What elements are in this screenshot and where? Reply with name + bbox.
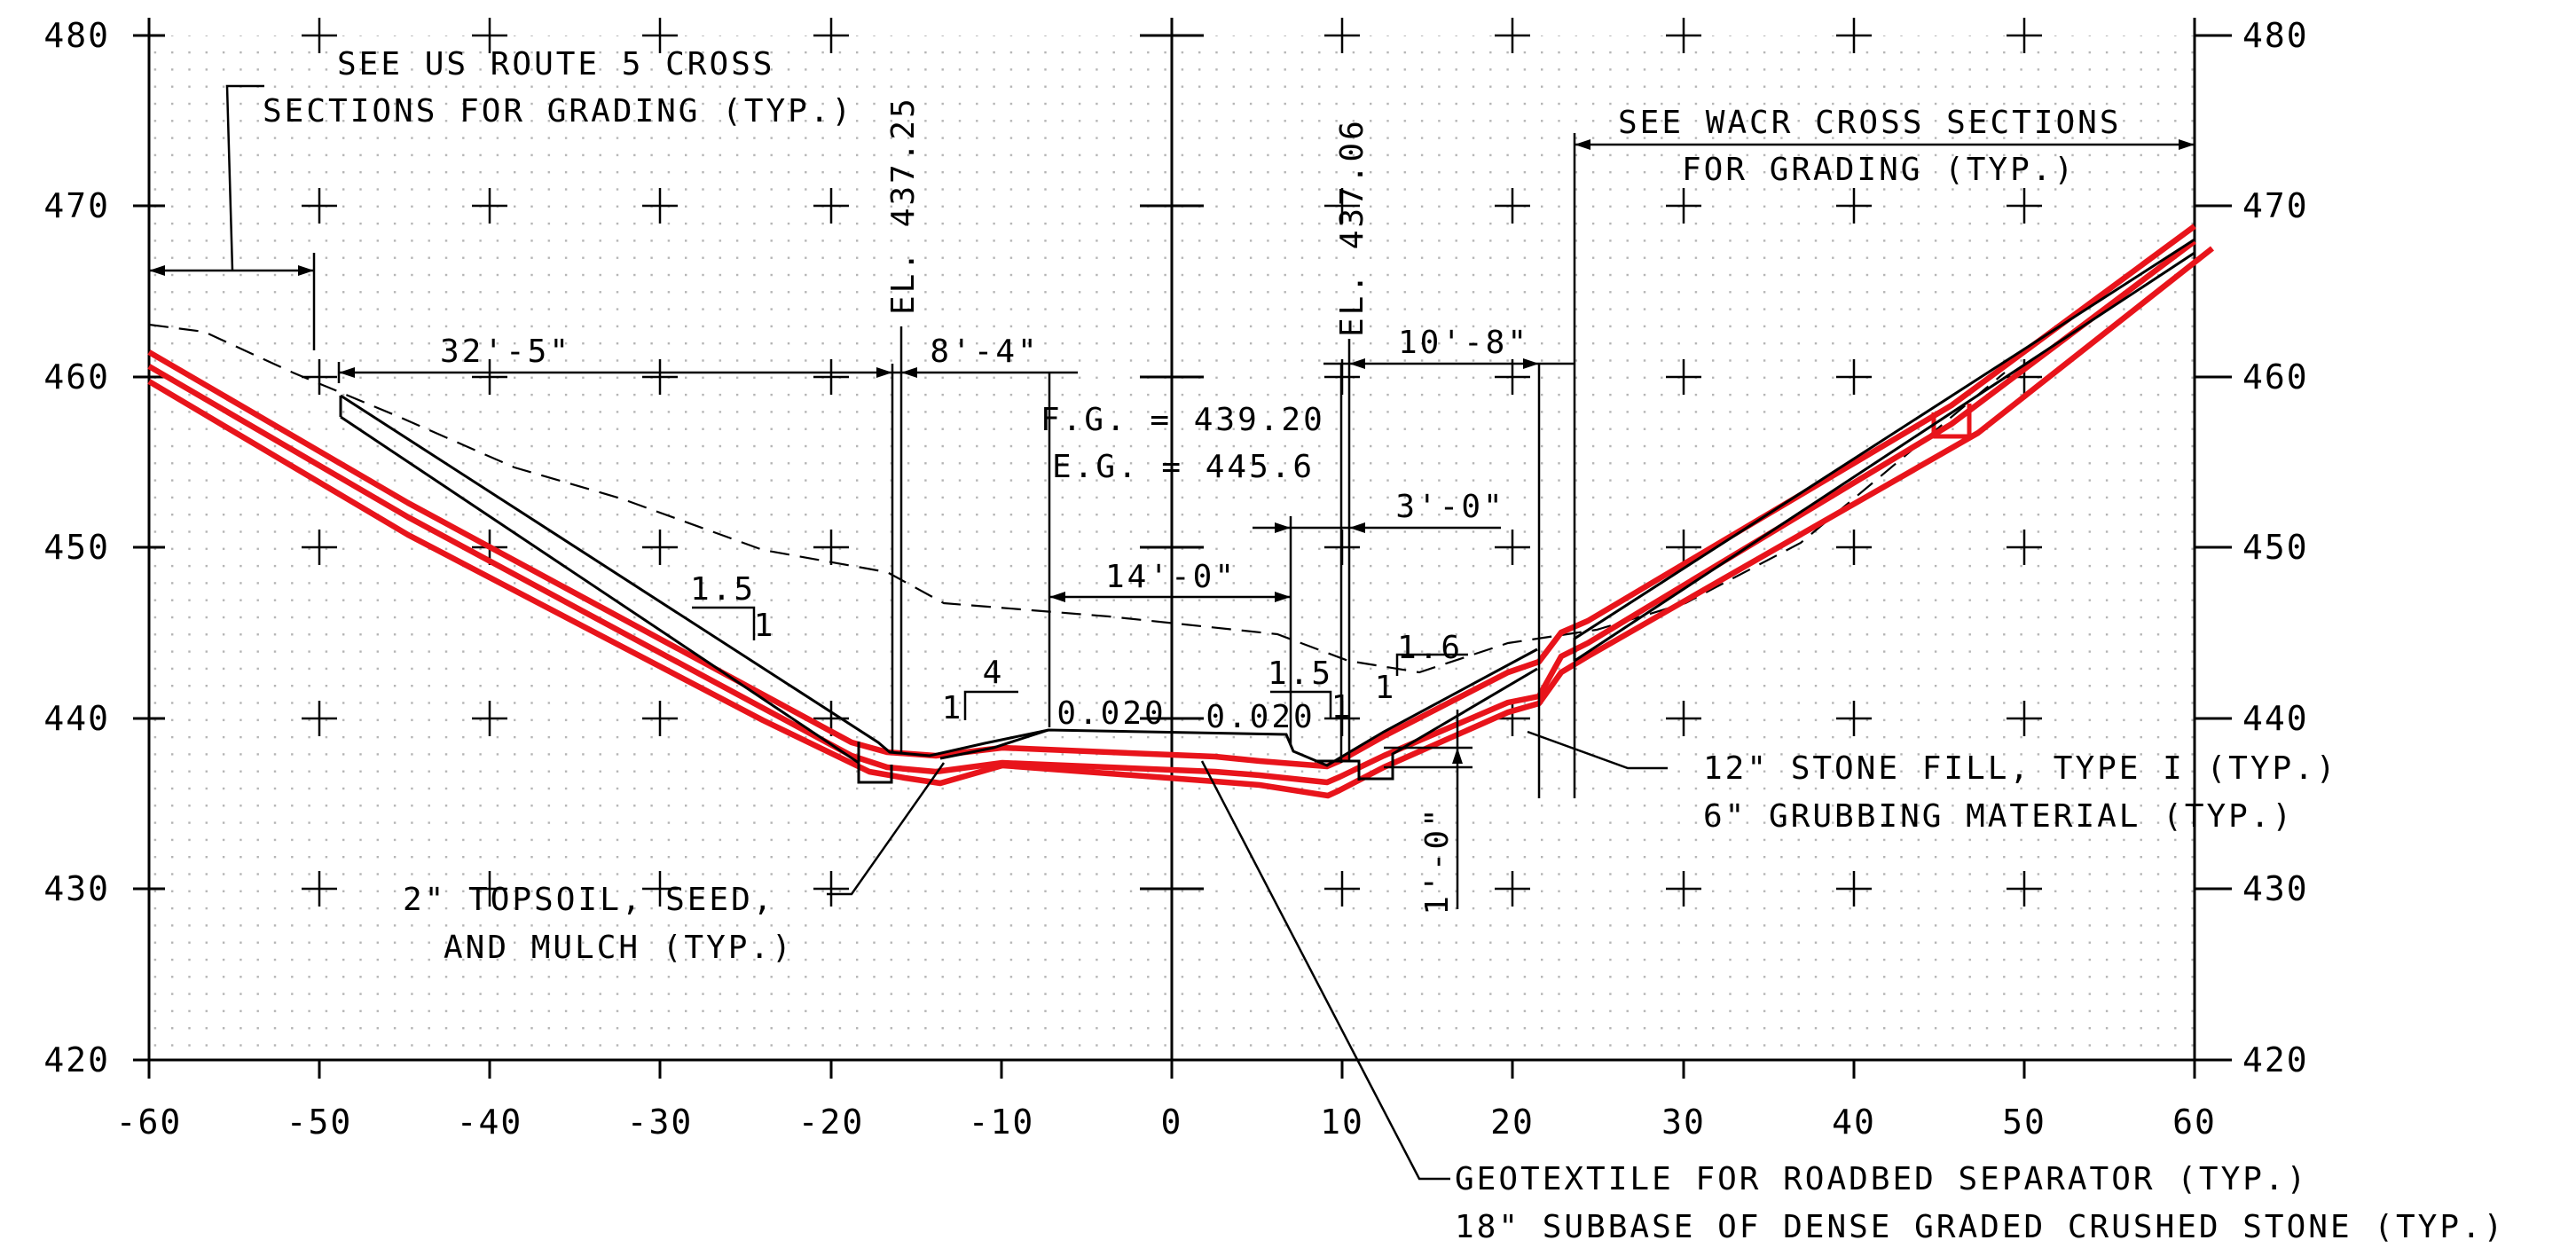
y-label-430-left: 430 xyxy=(43,869,110,908)
dim-10-8-label: 10'-8" xyxy=(1398,325,1529,361)
el-right-label: EL. 437.06 xyxy=(1334,118,1370,337)
note-wacr-line2: FOR GRADING (TYP.) xyxy=(1682,152,2076,188)
el-left-label: EL. 437.25 xyxy=(885,96,922,315)
y-label-480-left: 480 xyxy=(43,16,110,55)
y-axis-labels-left: 480 470 460 450 440 430 420 xyxy=(43,16,110,1079)
note-us-route-line2: SECTIONS FOR GRADING (TYP.) xyxy=(263,93,853,130)
y-label-470-left: 470 xyxy=(43,186,110,225)
y-label-450-left: 450 xyxy=(43,528,110,567)
y-label-420-right: 420 xyxy=(2242,1040,2309,1079)
note-grubbing: 6" GRUBBING MATERIAL (TYP.) xyxy=(1703,798,2294,835)
y-label-460-right: 460 xyxy=(2242,357,2309,396)
y-label-440-right: 440 xyxy=(2242,699,2309,738)
y-label-430-right: 430 xyxy=(2242,869,2309,908)
y-label-450-right: 450 xyxy=(2242,528,2309,567)
x-label-neg30: -30 xyxy=(627,1103,694,1142)
y-tick-marks-right xyxy=(2195,35,2232,1060)
x-label-neg60: -60 xyxy=(116,1103,183,1142)
x-label-0: 0 xyxy=(1161,1103,1183,1142)
x-label-60: 60 xyxy=(2172,1103,2217,1142)
y-label-440-left: 440 xyxy=(43,699,110,738)
y-label-480-right: 480 xyxy=(2242,16,2309,55)
dim-8-4-label: 8'-4" xyxy=(930,334,1039,370)
slope3-run: 1.5 xyxy=(1268,655,1333,692)
dim-32-5-label: 32'-5" xyxy=(440,334,571,370)
slope4-run: 1.6 xyxy=(1397,630,1463,666)
note-geotextile: GEOTEXTILE FOR ROADBED SEPARATOR (TYP.) xyxy=(1455,1161,2308,1197)
note-topsoil-line2: AND MULCH (TYP.) xyxy=(444,930,794,966)
x-tick-marks xyxy=(149,1060,2195,1079)
dim-3-0-label: 3'-0" xyxy=(1395,489,1504,525)
y-axis-labels-right: 480 470 460 450 440 430 420 xyxy=(2242,16,2309,1079)
slope3-rise: 1 xyxy=(1331,689,1354,726)
slope2-run: 4 xyxy=(983,655,1005,691)
dim-1-0-label: 1'-0" xyxy=(1419,805,1456,914)
y-label-460-left: 460 xyxy=(43,357,110,396)
slope4-rise: 1 xyxy=(1375,670,1397,706)
x-label-40: 40 xyxy=(1832,1103,1876,1142)
note-wacr-line1: SEE WACR CROSS SECTIONS xyxy=(1618,105,2122,141)
slope1-rise: 1 xyxy=(754,608,776,644)
note-subbase: 18" SUBBASE OF DENSE GRADED CRUSHED STON… xyxy=(1455,1209,2505,1245)
x-label-neg40: -40 xyxy=(457,1103,523,1142)
note-us-route-line1: SEE US ROUTE 5 CROSS xyxy=(337,46,774,82)
y-label-420-left: 420 xyxy=(43,1040,110,1079)
x-label-10: 10 xyxy=(1320,1103,1364,1142)
x-axis-labels: -60 -50 -40 -30 -20 -10 0 10 20 30 40 50… xyxy=(116,1103,2217,1142)
dim-14-0-label: 14'-0" xyxy=(1105,559,1237,595)
x-label-neg10: -10 xyxy=(969,1103,1035,1142)
x-label-neg50: -50 xyxy=(287,1103,353,1142)
y-label-470-right: 470 xyxy=(2242,186,2309,225)
note-stone-fill: 12" STONE FILL, TYPE I (TYP.) xyxy=(1703,750,2338,787)
slope1-run: 1.5 xyxy=(690,571,756,608)
cross-slope-right: 0.020 xyxy=(1206,699,1315,735)
fg-label: F.G. = 439.20 xyxy=(1041,402,1325,438)
slope2-rise: 1 xyxy=(942,690,964,726)
x-label-30: 30 xyxy=(1661,1103,1706,1142)
x-label-neg20: -20 xyxy=(798,1103,865,1142)
x-label-50: 50 xyxy=(2002,1103,2046,1142)
eg-label: E.G. = 445.6 xyxy=(1052,449,1315,485)
cross-slope-left: 0.020 xyxy=(1056,695,1166,732)
x-label-20: 20 xyxy=(1490,1103,1535,1142)
note-topsoil-line1: 2" TOPSOIL, SEED, xyxy=(403,882,774,918)
